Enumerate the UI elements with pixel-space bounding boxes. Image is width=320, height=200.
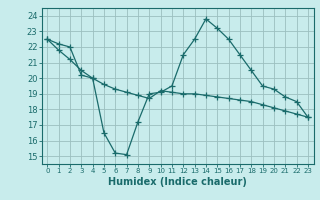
- X-axis label: Humidex (Indice chaleur): Humidex (Indice chaleur): [108, 177, 247, 187]
